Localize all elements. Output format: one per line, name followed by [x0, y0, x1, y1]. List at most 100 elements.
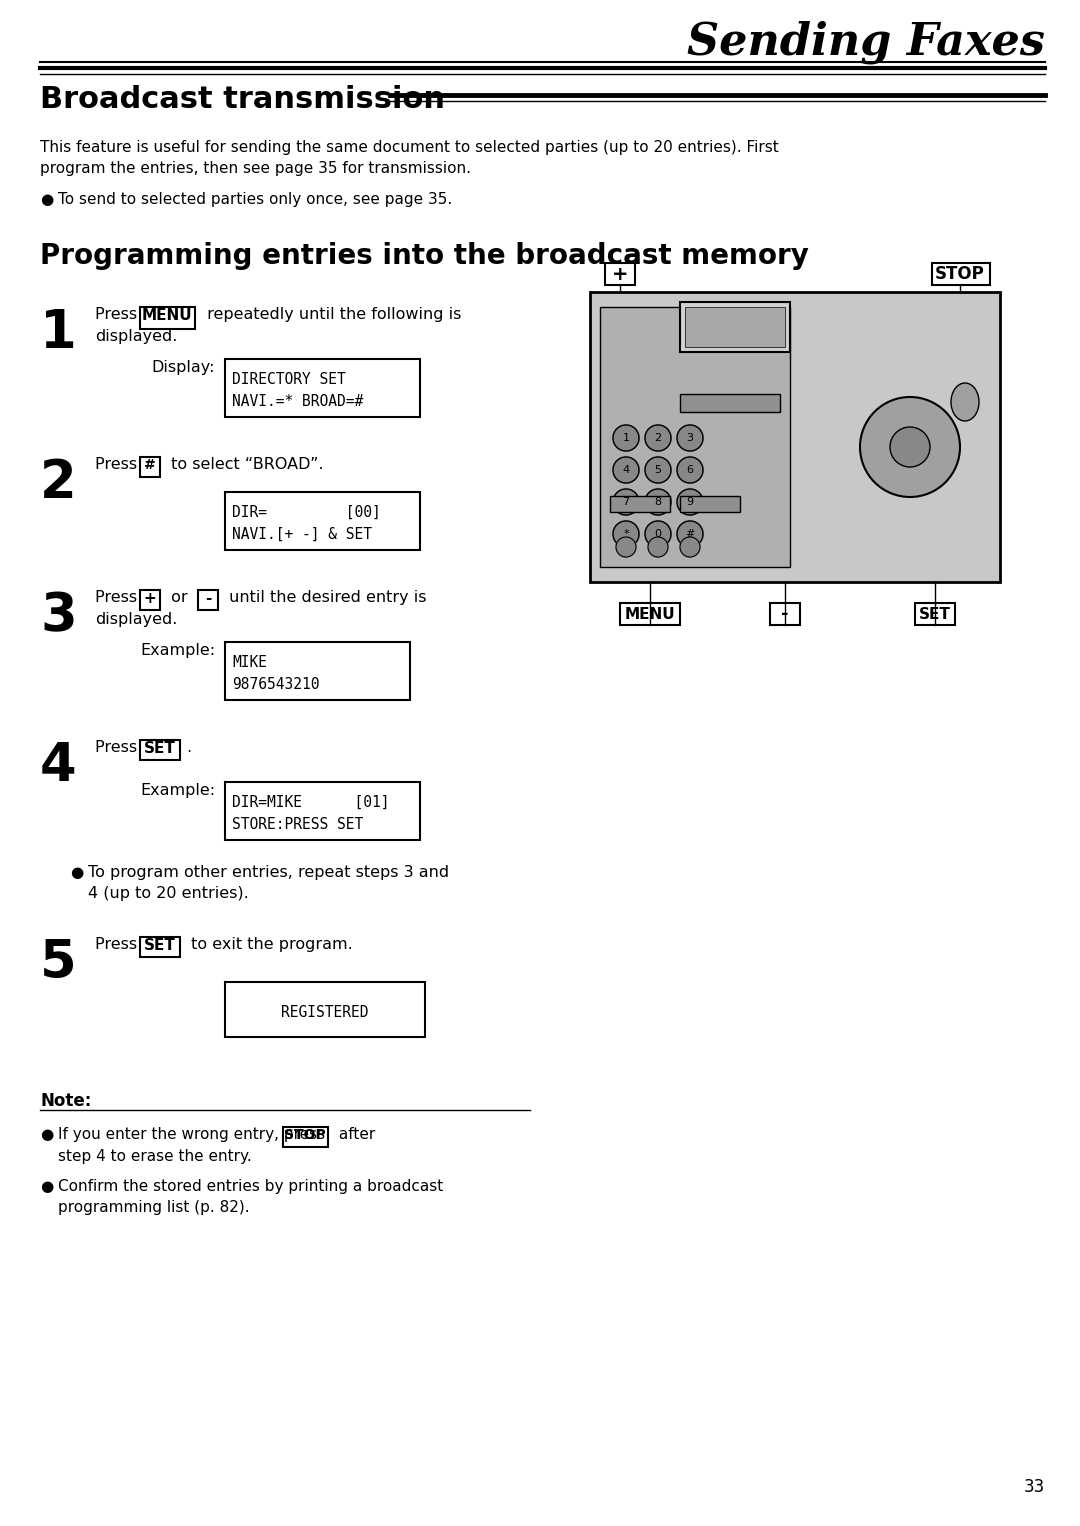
- Text: SET: SET: [144, 937, 176, 952]
- Circle shape: [613, 456, 639, 484]
- Text: To send to selected parties only once, see page 35.: To send to selected parties only once, s…: [58, 192, 453, 208]
- Text: or: or: [166, 591, 192, 604]
- Bar: [225, 642, 410, 700]
- Text: MIKE: MIKE: [232, 655, 267, 670]
- Text: Broadcast transmission: Broadcast transmission: [40, 85, 445, 114]
- Text: This feature is useful for sending the same document to selected parties (up to : This feature is useful for sending the s…: [40, 140, 779, 175]
- Bar: [610, 496, 670, 513]
- Text: Programming entries into the broadcast memory: Programming entries into the broadcast m…: [40, 243, 809, 270]
- Ellipse shape: [951, 383, 978, 421]
- Text: until the desired entry is: until the desired entry is: [224, 591, 427, 604]
- Circle shape: [677, 426, 703, 452]
- Text: DIRECTORY SET: DIRECTORY SET: [232, 372, 346, 388]
- Text: 2: 2: [40, 456, 77, 510]
- Text: +: +: [611, 264, 629, 284]
- Text: #: #: [686, 530, 694, 539]
- Bar: [932, 262, 990, 285]
- Text: To program other entries, repeat steps 3 and
4 (up to 20 entries).: To program other entries, repeat steps 3…: [87, 865, 449, 900]
- Text: 4: 4: [40, 740, 77, 792]
- Bar: [600, 307, 789, 568]
- Text: NAVI.[+ -] & SET: NAVI.[+ -] & SET: [232, 526, 372, 542]
- Circle shape: [680, 537, 700, 557]
- Text: Press: Press: [95, 307, 143, 322]
- Text: -: -: [781, 604, 788, 623]
- Text: Press: Press: [95, 740, 143, 755]
- Text: Confirm the stored entries by printing a broadcast
programming list (p. 82).: Confirm the stored entries by printing a…: [58, 1180, 443, 1215]
- Text: 5: 5: [40, 937, 77, 989]
- Bar: [225, 983, 426, 1038]
- Bar: [680, 496, 740, 513]
- Text: 8: 8: [654, 497, 662, 507]
- Circle shape: [677, 488, 703, 514]
- Bar: [198, 591, 218, 610]
- Text: Sending Faxes: Sending Faxes: [687, 20, 1045, 64]
- Text: *: *: [623, 530, 629, 539]
- Circle shape: [613, 488, 639, 514]
- Text: Example:: Example:: [140, 783, 215, 798]
- Text: 33: 33: [1024, 1479, 1045, 1495]
- Circle shape: [648, 537, 669, 557]
- Bar: [915, 603, 955, 626]
- Text: Press: Press: [95, 456, 143, 472]
- Circle shape: [616, 537, 636, 557]
- Text: MENU: MENU: [141, 308, 192, 322]
- Text: Example:: Example:: [140, 642, 215, 658]
- Text: SET: SET: [919, 606, 950, 621]
- Text: 1: 1: [40, 307, 77, 359]
- Bar: [605, 262, 635, 285]
- Text: 9876543210: 9876543210: [232, 678, 320, 691]
- Bar: [620, 603, 680, 626]
- Text: 2: 2: [654, 433, 662, 443]
- Circle shape: [677, 456, 703, 484]
- Text: repeatedly until the following is: repeatedly until the following is: [202, 307, 461, 322]
- Circle shape: [613, 426, 639, 452]
- Bar: [225, 491, 420, 549]
- Text: 3: 3: [687, 433, 693, 443]
- Text: 9: 9: [687, 497, 693, 507]
- Text: #: #: [144, 458, 156, 472]
- Text: DIR=         [00]: DIR= [00]: [232, 505, 381, 520]
- Text: +: +: [144, 591, 157, 606]
- Text: ●: ●: [40, 192, 53, 208]
- Text: step 4 to erase the entry.: step 4 to erase the entry.: [58, 1149, 252, 1164]
- Text: If you enter the wrong entry, press: If you enter the wrong entry, press: [58, 1128, 330, 1141]
- Text: to select “BROAD”.: to select “BROAD”.: [166, 456, 324, 472]
- Bar: [225, 359, 420, 417]
- Text: displayed.: displayed.: [95, 330, 177, 343]
- Text: ●: ●: [40, 1180, 53, 1193]
- Text: MENU: MENU: [624, 606, 675, 621]
- Bar: [225, 781, 420, 839]
- Text: to exit the program.: to exit the program.: [186, 937, 353, 952]
- Text: Press: Press: [95, 591, 143, 604]
- Text: Press: Press: [95, 937, 143, 952]
- Text: STOP: STOP: [935, 266, 985, 282]
- Circle shape: [677, 520, 703, 546]
- Bar: [685, 307, 785, 346]
- Circle shape: [613, 520, 639, 546]
- Text: 3: 3: [40, 591, 77, 642]
- Bar: [140, 307, 195, 330]
- Bar: [140, 591, 160, 610]
- Text: STORE:PRESS SET: STORE:PRESS SET: [232, 816, 363, 832]
- Text: NAVI.=* BROAD=#: NAVI.=* BROAD=#: [232, 394, 363, 409]
- Circle shape: [645, 488, 671, 514]
- Bar: [140, 456, 160, 478]
- Ellipse shape: [860, 397, 960, 497]
- Text: REGISTERED: REGISTERED: [281, 1004, 368, 1019]
- Text: ●: ●: [40, 1128, 53, 1141]
- Ellipse shape: [890, 427, 930, 467]
- Text: 5: 5: [654, 465, 661, 475]
- Bar: [590, 291, 1000, 581]
- Bar: [680, 394, 780, 412]
- Text: SET: SET: [144, 740, 176, 755]
- Circle shape: [645, 456, 671, 484]
- Text: Note:: Note:: [40, 1093, 92, 1109]
- Circle shape: [645, 426, 671, 452]
- Text: displayed.: displayed.: [95, 612, 177, 627]
- Text: 1: 1: [622, 433, 630, 443]
- Text: STOP: STOP: [284, 1128, 326, 1141]
- Text: after: after: [334, 1128, 375, 1141]
- Text: Display:: Display:: [151, 360, 215, 375]
- Text: 0: 0: [654, 530, 661, 539]
- Bar: [283, 1128, 328, 1148]
